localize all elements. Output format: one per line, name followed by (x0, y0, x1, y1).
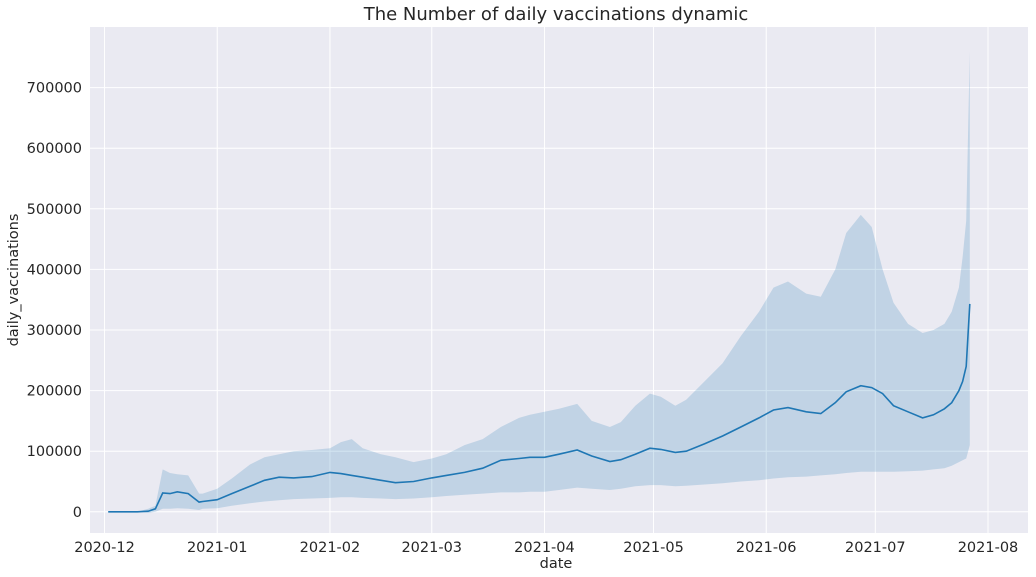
mean-line (108, 303, 971, 513)
x-tick-label: 2021-08 (958, 540, 1019, 556)
x-tick-label: 2021-04 (514, 540, 575, 556)
x-axis-label: date (540, 556, 573, 572)
plot-area (90, 27, 1028, 533)
y-tick-label: 300000 (27, 323, 82, 339)
y-axis-label: daily_vaccinations (6, 214, 22, 347)
x-tick-label: 2021-01 (187, 540, 248, 556)
x-tick-label: 2021-06 (736, 540, 797, 556)
y-tick-label: 100000 (27, 444, 82, 460)
grid-lines (90, 27, 1028, 533)
y-tick-label: 600000 (27, 141, 82, 157)
chart-title: The Number of daily vaccinations dynamic (363, 4, 749, 25)
y-tick-label: 200000 (27, 384, 82, 400)
x-tick-label: 2020-12 (74, 540, 135, 556)
y-tick-label: 0 (73, 505, 82, 521)
y-tick-label: 500000 (27, 202, 82, 218)
x-tick-label: 2021-03 (401, 540, 462, 556)
y-tick-label: 400000 (27, 262, 82, 278)
x-axis-ticks: 2020-12 2021-01 2021-02 2021-03 2021-04 2021-… (74, 540, 1018, 556)
y-axis-ticks: 0 100000 200000 300000 400000 500000 600000 700… (27, 81, 82, 521)
confidence-band (108, 51, 970, 513)
x-tick-label: 2021-07 (845, 540, 906, 556)
y-tick-label: 700000 (27, 81, 82, 97)
x-tick-label: 2021-05 (623, 540, 684, 556)
x-tick-label: 2021-02 (300, 540, 361, 556)
